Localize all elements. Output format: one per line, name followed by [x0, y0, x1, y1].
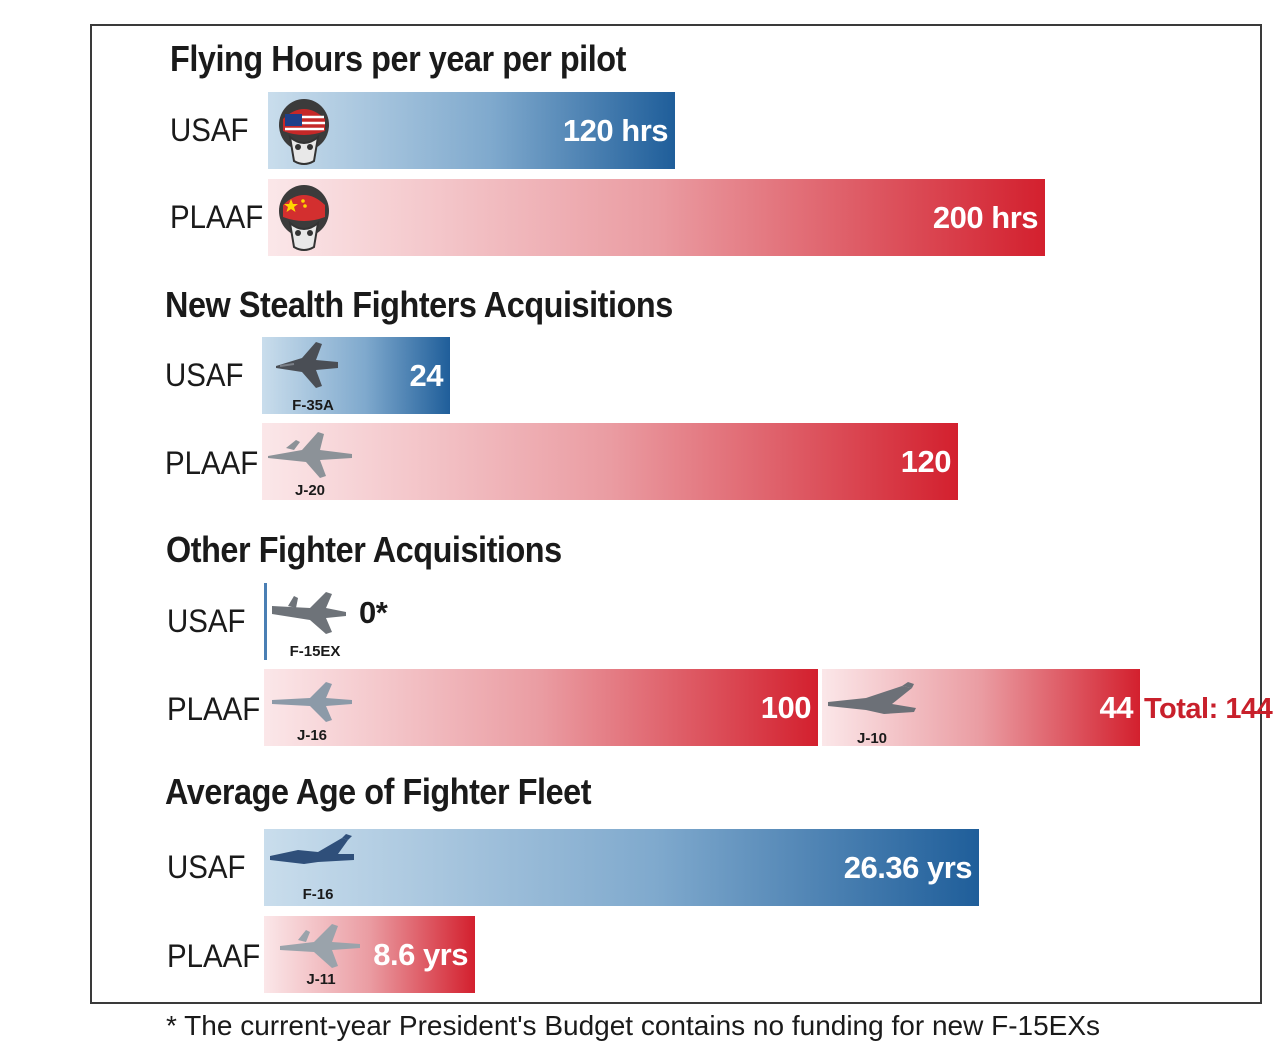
- category-label-usaf: USAF: [170, 112, 249, 148]
- bar-value-label: 8.6 yrs: [373, 936, 468, 972]
- bar-age-usaf: 26.36 yrs: [264, 829, 979, 906]
- bar-flying-hours-plaaf: 200 hrs: [268, 179, 1045, 256]
- category-label-plaaf: PLAAF: [167, 691, 261, 727]
- category-label-plaaf: PLAAF: [170, 199, 264, 235]
- aircraft-caption: J-20: [294, 482, 326, 499]
- total-label: Total: 144: [1144, 693, 1273, 725]
- bar-value-label: 44: [1099, 689, 1134, 725]
- category-label-plaaf: PLAAF: [165, 445, 259, 481]
- chart-frame: [90, 24, 1262, 1004]
- bar-value-label: 120: [900, 443, 952, 479]
- bar-other-plaaf-j16: 100: [264, 669, 818, 746]
- bar-value-label: 0*: [359, 595, 388, 630]
- f15ex-jet-icon: [272, 592, 346, 634]
- bar-value-label: 120 hrs: [562, 112, 669, 148]
- aircraft-caption: F-15EX: [289, 643, 341, 660]
- aircraft-caption: F-35A: [292, 397, 334, 414]
- f16-jet-icon: [270, 834, 354, 864]
- category-label-usaf: USAF: [167, 603, 246, 639]
- panel-title-flying-hours: Flying Hours per year per pilot: [170, 38, 626, 79]
- category-label-usaf: USAF: [167, 849, 246, 885]
- bar-age-plaaf: 8.6 yrs: [264, 916, 475, 993]
- bar-value-label: 200 hrs: [932, 199, 1039, 235]
- panel-title-stealth-fighters: New Stealth Fighters Acquisitions: [165, 284, 673, 325]
- us-pilot-helmet-icon: [279, 99, 329, 165]
- aircraft-caption: J-16: [296, 727, 328, 744]
- bar-value-label: 26.36 yrs: [843, 849, 973, 885]
- j11-jet-icon: [280, 924, 360, 968]
- bar-value-label: 100: [760, 689, 812, 725]
- aircraft-caption: J-10: [856, 730, 888, 747]
- aircraft-caption: F-16: [302, 886, 334, 903]
- category-label-plaaf: PLAAF: [167, 938, 261, 974]
- j10-jet-icon: [828, 682, 916, 714]
- j16-jet-icon: [272, 682, 352, 722]
- bar-flying-hours-usaf: 120 hrs: [268, 92, 675, 169]
- panel-title-average-age: Average Age of Fighter Fleet: [165, 771, 592, 812]
- j20-jet-icon: [268, 432, 352, 478]
- bar-value-label: 24: [409, 357, 444, 393]
- footnote: * The current-year President's Budget co…: [166, 1010, 1101, 1041]
- category-label-usaf: USAF: [165, 357, 244, 393]
- bar-other-usaf-zero: [264, 583, 267, 660]
- aircraft-caption: J-11: [306, 971, 336, 988]
- panel-title-other-fighters: Other Fighter Acquisitions: [166, 529, 562, 570]
- f35a-jet-icon: [276, 342, 338, 388]
- bar-stealth-usaf: 24: [262, 337, 450, 414]
- china-pilot-helmet-icon: [279, 185, 329, 251]
- bar-stealth-plaaf: 120: [262, 423, 958, 500]
